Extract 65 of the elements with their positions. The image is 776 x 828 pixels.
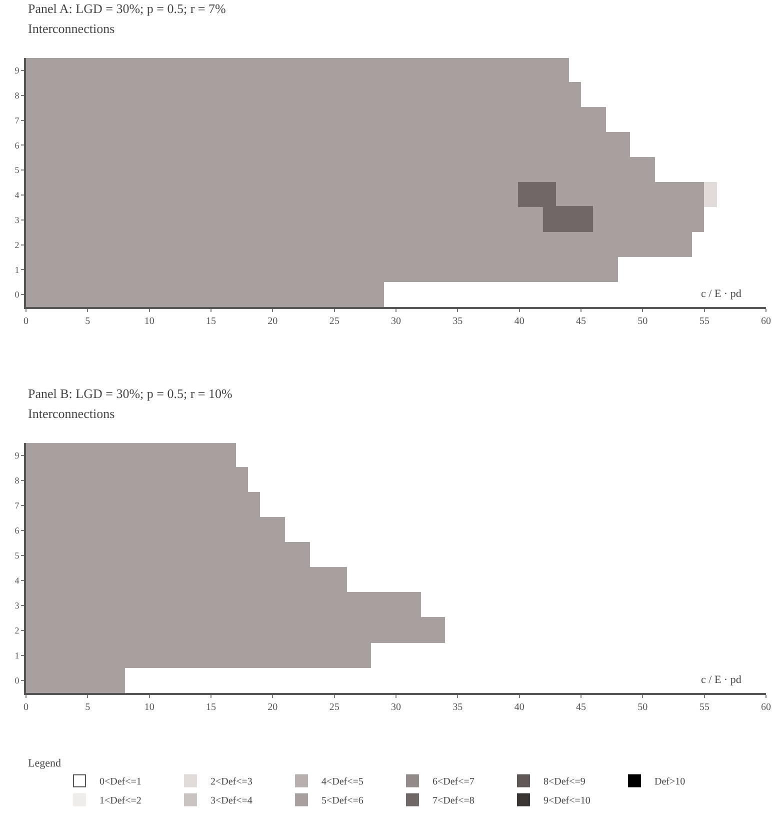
x-tick-label: 15 xyxy=(206,702,216,713)
y-tick-label: 4 xyxy=(14,576,20,586)
y-tick-label: 6 xyxy=(14,140,20,150)
legend-label: Def>10 xyxy=(654,776,686,788)
x-tick-label: 5 xyxy=(85,702,90,713)
x-tick-label: 55 xyxy=(699,702,710,713)
legend-label: 5<Def<=6 xyxy=(321,796,364,807)
legend-label: 2<Def<=3 xyxy=(210,776,252,788)
x-tick-label: 0 xyxy=(24,702,28,713)
x-tick-label: 50 xyxy=(638,702,648,713)
y-tick-label: 8 xyxy=(14,90,20,100)
x-tick-label: 30 xyxy=(391,702,401,713)
y-tick-label: 9 xyxy=(14,66,20,76)
x-tick-label: 45 xyxy=(576,702,586,713)
x-tick-label: 5 xyxy=(85,316,90,327)
chart-title: Panel B: LGD = 30%; p = 0.5; r = 10% xyxy=(28,386,233,401)
x-tick-label: 45 xyxy=(576,316,586,327)
y-tick-label: 2 xyxy=(14,240,20,250)
legend-label: 9<Def<=10 xyxy=(543,796,590,807)
y-tick-label: 0 xyxy=(14,676,20,686)
y-tick-label: 9 xyxy=(14,450,20,461)
legend-label: 6<Def<=7 xyxy=(432,776,474,788)
x-axis-title: c / E · pd xyxy=(701,288,742,300)
y-tick-label: 3 xyxy=(14,600,20,611)
legend-label: 3<Def<=4 xyxy=(210,796,252,807)
x-tick-label: 25 xyxy=(329,316,340,327)
y-axis-title: Interconnections xyxy=(28,406,115,421)
legend-label: 7<Def<=8 xyxy=(432,796,474,807)
x-tick-label: 60 xyxy=(761,316,771,327)
x-tick-label: 20 xyxy=(268,702,278,713)
y-tick-label: 3 xyxy=(14,215,20,225)
x-tick-label: 50 xyxy=(638,316,648,327)
x-tick-label: 35 xyxy=(452,702,463,713)
x-tick-label: 35 xyxy=(452,316,463,327)
y-tick-label: 8 xyxy=(14,476,20,486)
x-axis-title: c / E · pd xyxy=(701,674,742,686)
y-tick-label: 7 xyxy=(14,500,20,511)
x-tick-label: 10 xyxy=(144,316,154,327)
x-tick-label: 30 xyxy=(391,316,401,327)
x-tick-label: 40 xyxy=(514,316,524,327)
y-tick-label: 7 xyxy=(14,115,20,126)
legend-label: 1<Def<=2 xyxy=(99,796,142,807)
y-tick-label: 2 xyxy=(14,626,20,636)
bar xyxy=(703,182,717,207)
legend-title: Legend xyxy=(28,757,62,770)
y-tick-label: 5 xyxy=(14,165,20,176)
y-tick-label: 6 xyxy=(14,526,20,536)
y-axis-title: Interconnections xyxy=(28,21,115,36)
x-tick-label: 40 xyxy=(514,702,524,713)
y-tick-label: 1 xyxy=(14,650,20,661)
x-tick-label: 60 xyxy=(761,702,771,713)
y-tick-label: 0 xyxy=(14,290,20,300)
x-tick-label: 20 xyxy=(268,316,278,327)
x-tick-label: 15 xyxy=(206,316,216,327)
y-tick-label: 4 xyxy=(14,190,20,200)
y-tick-label: 1 xyxy=(14,264,20,275)
x-tick-label: 0 xyxy=(24,316,28,327)
legend-label: 8<Def<=9 xyxy=(543,776,586,788)
legend-label: 0<Def<=1 xyxy=(99,776,142,788)
x-tick-label: 55 xyxy=(699,316,710,327)
y-tick-label: 5 xyxy=(14,550,20,561)
x-tick-label: 10 xyxy=(144,702,154,713)
x-tick-label: 25 xyxy=(329,702,340,713)
chart-title: Panel A: LGD = 30%; p = 0.5; r = 7% xyxy=(28,1,226,16)
legend-label: 4<Def<=5 xyxy=(321,776,364,788)
